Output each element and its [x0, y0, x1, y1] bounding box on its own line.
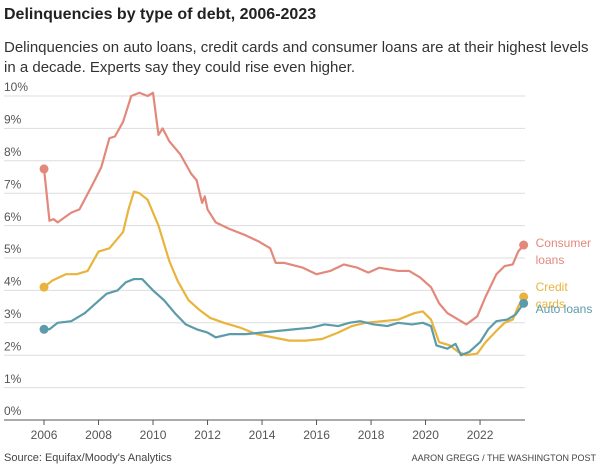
series-line — [42, 91, 525, 326]
y-tick-label: 6% — [4, 210, 22, 224]
x-tick-label: 2014 — [249, 428, 276, 442]
y-tick-label: 3% — [4, 307, 22, 321]
y-tick-label: 1% — [4, 372, 22, 386]
end-marker — [39, 282, 49, 292]
y-tick-label: 10% — [4, 80, 28, 94]
end-marker — [519, 292, 529, 302]
end-marker — [519, 298, 529, 308]
end-marker — [519, 240, 529, 250]
x-tick-label: 2022 — [467, 428, 494, 442]
credit-note: AARON GREGG / THE WASHINGTON POST — [411, 453, 596, 463]
x-tick-label: 2012 — [194, 428, 221, 442]
chart-subtitle: Delinquencies on auto loans, credit card… — [4, 39, 589, 76]
end-marker — [39, 324, 49, 334]
x-tick-label: 2016 — [303, 428, 330, 442]
y-tick-label: 0% — [4, 404, 22, 418]
x-tick-label: 2018 — [358, 428, 385, 442]
chart-title: Delinquencies by type of debt, 2006-2023 — [4, 6, 317, 23]
x-tick-label: 2008 — [85, 428, 112, 442]
x-tick-label: 2020 — [412, 428, 439, 442]
series-line — [44, 277, 525, 357]
y-tick-label: 2% — [4, 339, 22, 353]
x-tick-label: 2010 — [140, 428, 167, 442]
y-tick-label: 8% — [4, 145, 22, 159]
y-tick-label: 4% — [4, 275, 22, 289]
y-tick-label: 7% — [4, 177, 22, 191]
series-label: Credit cards — [535, 279, 568, 311]
series-label: Consumer loans — [535, 236, 591, 268]
y-tick-label: 9% — [4, 113, 22, 127]
y-tick-label: 5% — [4, 242, 22, 256]
x-tick-label: 2006 — [31, 428, 58, 442]
series-label: Auto loans — [535, 302, 593, 317]
end-marker — [39, 164, 49, 174]
source-note: Source: Equifax/Moody's Analytics — [4, 452, 172, 464]
